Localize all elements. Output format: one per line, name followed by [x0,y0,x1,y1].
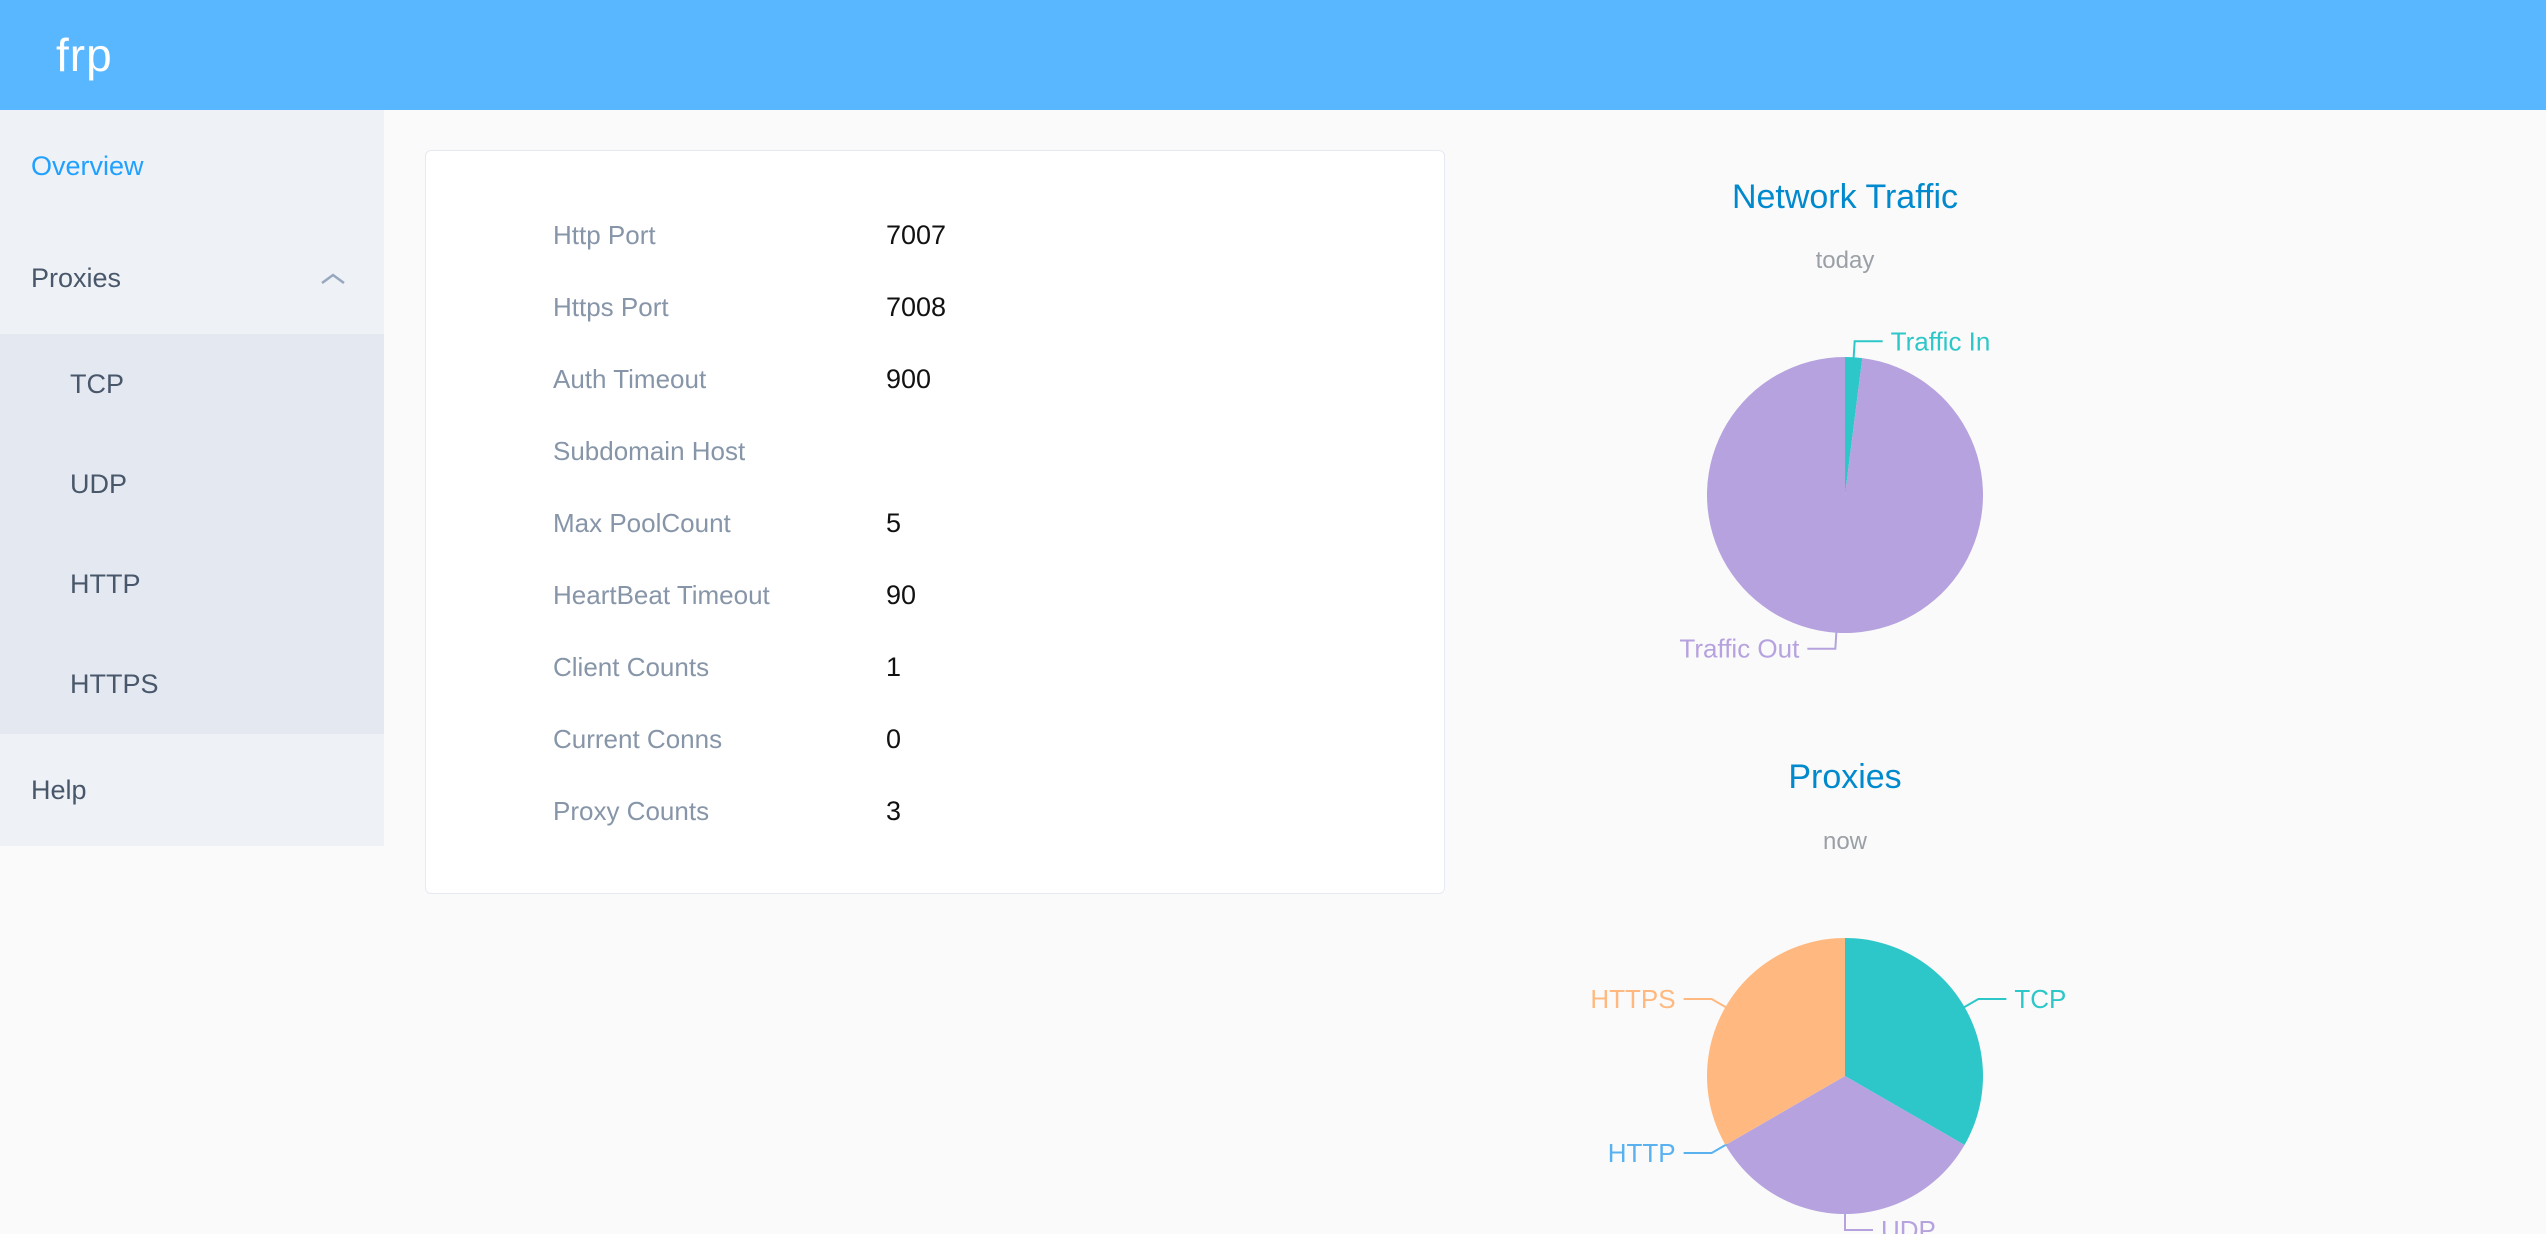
sidebar-item-https[interactable]: HTTPS [0,634,384,734]
info-value: 1 [886,651,902,682]
sidebar-item-tcp[interactable]: TCP [0,334,384,434]
pie-label-http: HTTP [1608,1138,1676,1168]
page-body: Overview Proxies TCP UDP HTT [0,110,2546,1234]
chart-title: Proxies [1788,758,1902,797]
pie-label-traffic-out: Traffic Out [1679,634,1800,664]
sidebar-item-overview-label: Overview [31,150,144,181]
sidebar-item-tcp-label: TCP [70,368,124,399]
proxies-chart: Proxies now TCP UDP HTTP HTTPS [1465,756,2225,1234]
sidebar-item-proxies[interactable]: Proxies [0,222,384,334]
info-label: Https Port [553,291,669,322]
pie-leader-traffic-in [1852,340,1883,360]
info-row-auth-timeout: Auth Timeout 900 [553,343,1444,415]
info-row-current-conns: Current Conns 0 [553,703,1444,775]
network-traffic-pie: Traffic In Traffic Out [1679,327,1991,664]
info-value: 7007 [886,219,947,250]
chart-subtitle: today [1815,247,1875,275]
info-row-subdomain-host: Subdomain Host [553,415,1444,487]
info-label: Http Port [553,219,656,250]
app-logo: frp [56,29,113,81]
proxies-pie: TCP UDP HTTP HTTPS [1590,937,2066,1234]
network-traffic-chart: Network Traffic today Traffic In Traffic … [1465,176,2225,710]
info-row-http-port: Http Port 7007 [553,199,1444,271]
info-value: 900 [886,363,932,394]
sidebar-menu: Overview Proxies TCP UDP HTT [0,110,384,846]
info-label: HeartBeat Timeout [553,579,770,610]
pie-leader-udp [1844,1211,1873,1231]
pie-slice-https[interactable] [1707,937,1845,1145]
sidebar-item-http-label: HTTP [70,568,141,599]
chart-subtitle: now [1822,827,1868,855]
info-row-max-poolcount: Max PoolCount 5 [553,487,1444,559]
pie-label-udp: UDP [1881,1215,1936,1234]
pie-leader-traffic-out [1807,631,1838,651]
info-label: Proxy Counts [553,795,710,826]
app-header: frp [0,0,2546,110]
pie-label-tcp: TCP [2014,984,2066,1014]
info-label: Auth Timeout [553,363,707,394]
info-value: 5 [886,507,902,538]
charts-column: Network Traffic today Traffic In Traffic … [1465,148,2225,1234]
pie-slice-traffic-in[interactable] [1845,357,1863,496]
sidebar-item-https-label: HTTPS [70,668,159,699]
info-label: Max PoolCount [553,507,731,538]
pie-slice-traffic-out[interactable] [1707,357,1983,634]
info-row-client-counts: Client Counts 1 [553,631,1444,703]
info-value: 7008 [886,291,947,322]
chevron-up-icon [320,263,346,294]
pie-leader-https [1683,997,1728,1009]
sidebar-item-http[interactable]: HTTP [0,534,384,634]
sidebar-item-udp-label: UDP [70,468,128,499]
info-row-proxy-counts: Proxy Counts 3 [553,775,1444,847]
sidebar-item-help[interactable]: Help [0,734,384,846]
server-info-card: Http Port 7007 Https Port 7008 Auth Time… [425,150,1445,894]
sidebar-item-udp[interactable]: UDP [0,434,384,534]
pie-leader-tcp [1962,997,2007,1009]
pie-slice-udp[interactable] [1725,1075,1965,1214]
info-label: Current Conns [553,723,723,754]
info-value: 3 [886,795,902,826]
proxies-submenu: TCP UDP HTTP HTTPS [0,334,384,734]
chart-title: Network Traffic [1731,178,1959,217]
sidebar-item-proxies-label: Proxies [31,262,122,293]
info-row-heartbeat-timeout: HeartBeat Timeout 90 [553,559,1444,631]
info-label: Client Counts [553,651,710,682]
pie-slice-tcp[interactable] [1845,937,1983,1145]
pie-label-https: HTTPS [1590,984,1675,1014]
info-row-https-port: Https Port 7008 [553,271,1444,343]
pie-label-traffic-in: Traffic In [1891,327,1991,357]
sidebar-item-help-label: Help [31,774,87,805]
info-value: 90 [886,579,917,610]
info-label: Subdomain Host [553,435,746,466]
info-value: 0 [886,723,902,754]
sidebar: Overview Proxies TCP UDP HTT [0,110,384,846]
sidebar-item-overview[interactable]: Overview [0,110,384,222]
pie-leader-http [1683,1142,1728,1154]
